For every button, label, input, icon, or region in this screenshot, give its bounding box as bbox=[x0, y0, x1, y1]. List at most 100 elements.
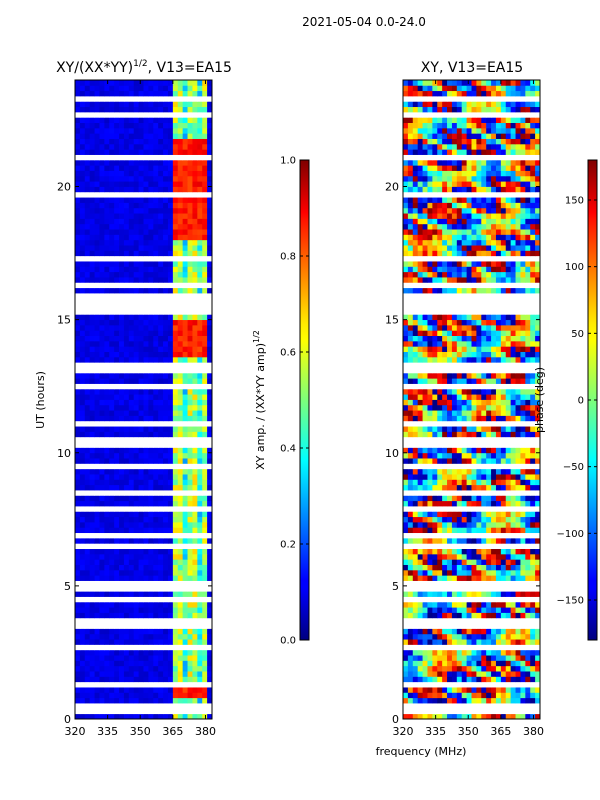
heatmap-cell bbox=[202, 340, 208, 347]
heatmap-cell bbox=[172, 308, 179, 315]
heatmap-cell bbox=[153, 426, 159, 432]
heatmap-cell bbox=[172, 665, 179, 672]
heatmap-cell bbox=[84, 245, 91, 251]
heatmap-cell bbox=[197, 452, 203, 459]
heatmap-cell bbox=[148, 399, 154, 406]
heatmap-cell bbox=[182, 713, 188, 720]
heatmap-cell bbox=[133, 170, 139, 177]
heatmap-cell bbox=[476, 607, 482, 613]
heatmap-cell bbox=[109, 575, 115, 581]
heatmap-cell bbox=[104, 633, 110, 640]
heatmap-cell bbox=[128, 308, 135, 315]
heatmap-cell bbox=[89, 575, 95, 581]
heatmap-cell bbox=[520, 521, 526, 528]
heatmap-cell bbox=[192, 378, 198, 384]
heatmap-cell bbox=[481, 442, 487, 448]
heatmap-cell bbox=[148, 191, 154, 198]
heatmap-cell bbox=[79, 388, 86, 395]
heatmap-cell bbox=[119, 532, 125, 539]
heatmap-cell bbox=[182, 612, 188, 619]
heatmap-cell bbox=[89, 660, 95, 667]
heatmap-cell bbox=[167, 186, 174, 193]
heatmap-cell bbox=[187, 197, 193, 203]
heatmap-cell bbox=[197, 324, 203, 331]
heatmap-cell bbox=[495, 703, 502, 709]
heatmap-cell bbox=[109, 633, 115, 640]
heatmap-cell bbox=[75, 484, 81, 491]
amp-x-ticks: 320 335 350 365 380 bbox=[65, 80, 216, 738]
heatmap-cell bbox=[158, 543, 164, 549]
heatmap-cell bbox=[89, 633, 95, 640]
heatmap-cell bbox=[505, 703, 512, 709]
heatmap-cell bbox=[461, 431, 467, 438]
heatmap-cell bbox=[515, 420, 521, 427]
heatmap-cell bbox=[114, 287, 120, 294]
heatmap-cell bbox=[75, 399, 81, 406]
heatmap-cell bbox=[123, 447, 130, 454]
heatmap-cell bbox=[476, 692, 482, 699]
heatmap-cell bbox=[525, 559, 531, 565]
heatmap-cell bbox=[403, 452, 409, 459]
heatmap-cell bbox=[182, 516, 188, 523]
heatmap-cell bbox=[84, 383, 91, 390]
heatmap-cell bbox=[182, 490, 188, 496]
heatmap-cell bbox=[192, 127, 198, 134]
heatmap-cell bbox=[495, 649, 502, 656]
heatmap-cell bbox=[525, 436, 531, 443]
heatmap-cell bbox=[520, 639, 526, 645]
heatmap-cell bbox=[182, 282, 188, 289]
heatmap-cell bbox=[182, 431, 188, 438]
heatmap-cell bbox=[466, 511, 472, 518]
heatmap-cell bbox=[481, 447, 487, 454]
heatmap-cell bbox=[500, 458, 507, 464]
heatmap-cell bbox=[192, 553, 198, 560]
heatmap-cell bbox=[104, 154, 110, 161]
heatmap-cell bbox=[143, 559, 149, 565]
heatmap-cell bbox=[403, 436, 409, 443]
heatmap-cell bbox=[495, 436, 502, 443]
heatmap-cell bbox=[167, 261, 174, 267]
heatmap-cell bbox=[202, 111, 208, 118]
heatmap-cell bbox=[79, 335, 86, 342]
heatmap-cell bbox=[128, 85, 135, 92]
heatmap-cell bbox=[143, 607, 149, 613]
heatmap-cell bbox=[187, 223, 193, 230]
heatmap-cell bbox=[123, 298, 130, 305]
heatmap-cell bbox=[153, 85, 159, 92]
heatmap-cell bbox=[187, 335, 193, 342]
heatmap-cell bbox=[153, 266, 159, 273]
heatmap-cell bbox=[153, 601, 159, 608]
heatmap-cell bbox=[123, 111, 130, 118]
heatmap-cell bbox=[133, 191, 139, 198]
heatmap-cell bbox=[172, 234, 179, 241]
heatmap-cell bbox=[535, 703, 541, 709]
heatmap-cell bbox=[172, 516, 179, 523]
heatmap-cell bbox=[456, 681, 463, 688]
heatmap-cell bbox=[133, 703, 139, 709]
heatmap-cell bbox=[119, 143, 125, 150]
heatmap-cell bbox=[202, 170, 208, 177]
heatmap-cell bbox=[128, 293, 135, 299]
heatmap-cell bbox=[510, 633, 516, 640]
heatmap-cell bbox=[177, 687, 184, 693]
heatmap-cell bbox=[500, 607, 507, 613]
heatmap-cell bbox=[128, 154, 135, 161]
heatmap-cell bbox=[491, 676, 497, 683]
heatmap-cell bbox=[456, 655, 463, 661]
heatmap-cell bbox=[114, 154, 120, 161]
heatmap-cell bbox=[84, 271, 91, 278]
heatmap-cell bbox=[495, 665, 502, 672]
heatmap-cell bbox=[79, 500, 86, 507]
heatmap-cell bbox=[197, 218, 203, 225]
heatmap-cell bbox=[84, 511, 91, 518]
heatmap-cell bbox=[158, 324, 164, 331]
heatmap-cell bbox=[407, 564, 414, 571]
heatmap-cell bbox=[128, 335, 135, 342]
heatmap-cell bbox=[153, 633, 159, 640]
heatmap-cell bbox=[192, 447, 198, 454]
heatmap-cell bbox=[510, 591, 516, 597]
heatmap-cell bbox=[515, 543, 521, 549]
heatmap-cell bbox=[407, 692, 414, 699]
heatmap-cell bbox=[461, 596, 467, 603]
heatmap-cell bbox=[114, 378, 120, 384]
